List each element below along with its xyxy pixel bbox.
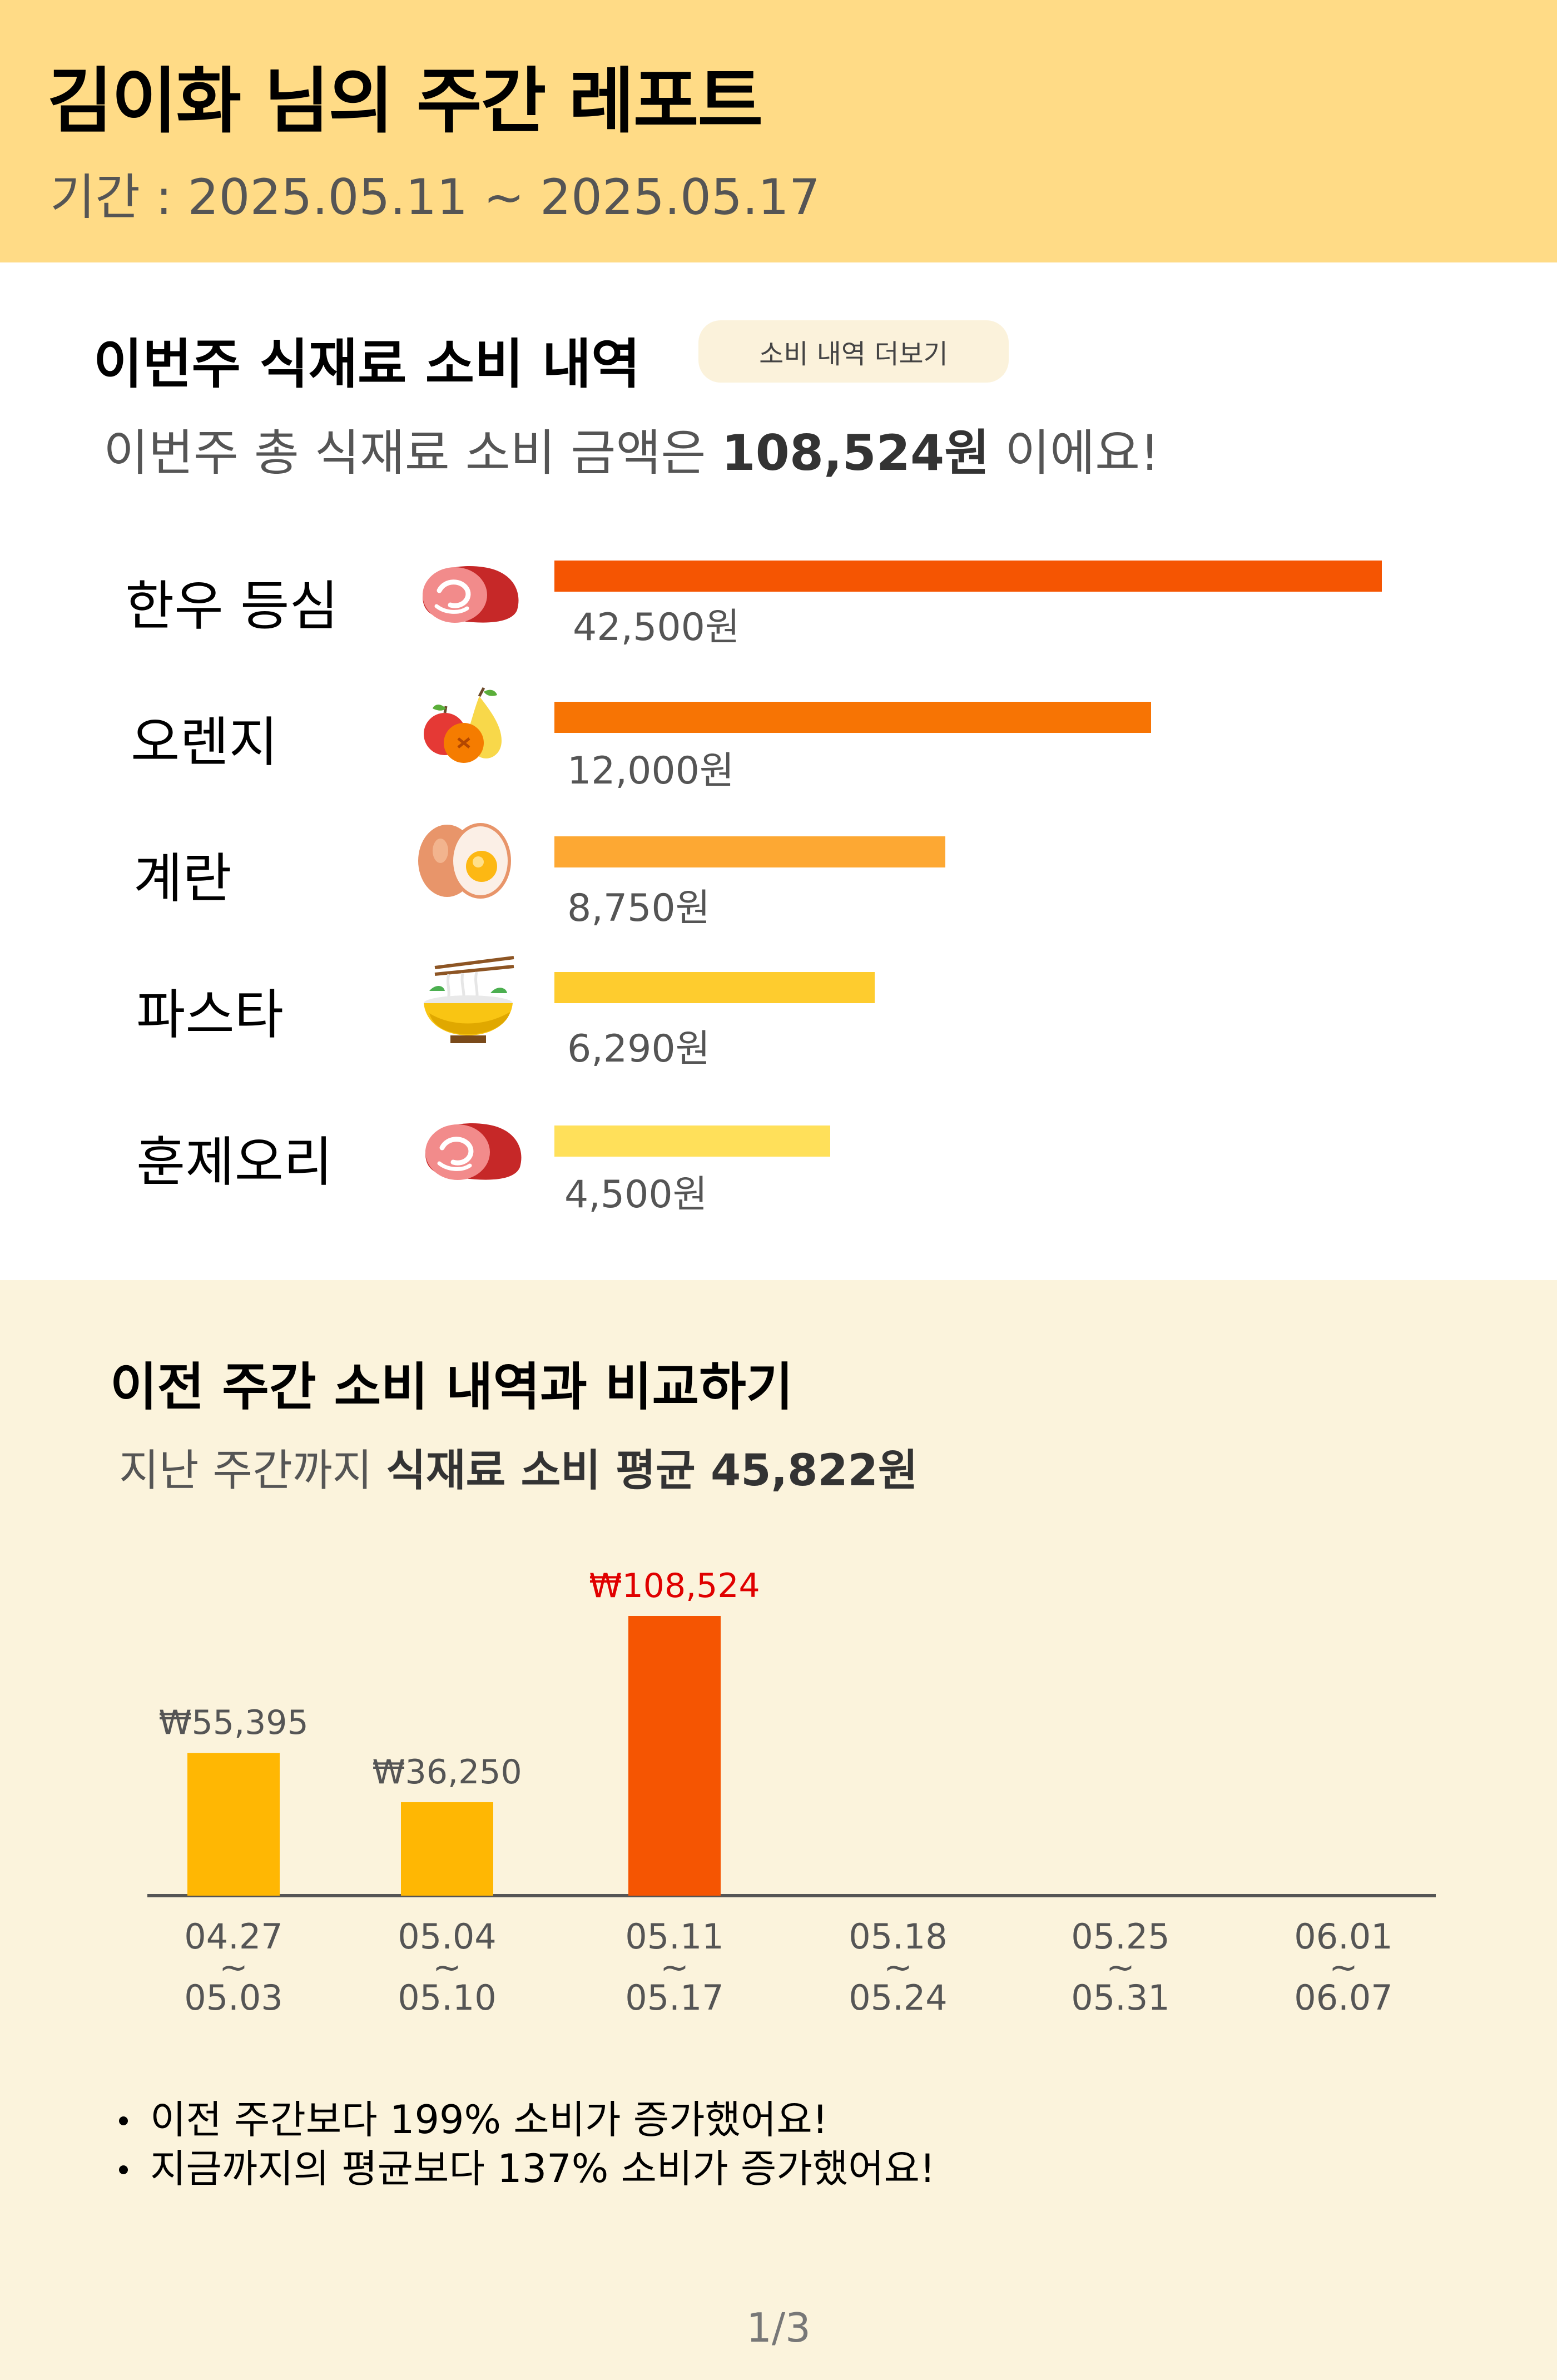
- chart-bar: [401, 1802, 493, 1896]
- week-end: 05.24: [849, 1977, 948, 2018]
- week-label: 04.27 ~05.03: [150, 1920, 317, 2015]
- item-bar: [554, 1125, 830, 1157]
- weekly-consumption-section: 이번주 식재료 소비 내역 소비 내역 더보기 이번주 총 식재료 소비 금액은…: [0, 262, 1557, 1280]
- summary-amount: 108,524원: [721, 424, 990, 482]
- week-separator: ~: [433, 1947, 462, 1987]
- week-end: 05.31: [1071, 1977, 1170, 2018]
- item-name: 오렌지: [131, 711, 278, 774]
- fruit-icon: [418, 685, 513, 771]
- item-bar: [554, 972, 875, 1003]
- item-amount: 4,500원: [564, 1173, 708, 1217]
- week-end: 05.17: [625, 1977, 724, 2018]
- item-amount: 6,290원: [567, 1027, 711, 1071]
- egg-icon: [414, 817, 514, 903]
- bullet-item: 이전 주간보다 199% 소비가 증가했어요!: [119, 2095, 935, 2144]
- bar-value-label: ₩108,524: [589, 1566, 760, 1605]
- week-label: 05.11 ~05.17: [591, 1920, 758, 2015]
- average-amount: 식재료 소비 평균 45,822원: [386, 1446, 918, 1496]
- week-start: 05.18: [849, 1916, 948, 1957]
- item-name: 계란: [133, 847, 232, 910]
- week-label: 06.01 ~06.07: [1260, 1920, 1427, 2015]
- week-end: 05.03: [184, 1977, 283, 2018]
- summary-suffix: 이에요!: [989, 424, 1160, 482]
- week-start: 05.11: [625, 1916, 724, 1957]
- chart-bar: [187, 1753, 280, 1896]
- noodle-bowl-icon: [418, 952, 518, 1049]
- meat-icon: [411, 557, 523, 632]
- week-separator: ~: [1106, 1947, 1135, 1987]
- week-label: 05.25 ~05.31: [1037, 1920, 1204, 2015]
- item-bar: [554, 561, 1382, 592]
- comparison-bullets: 이전 주간보다 199% 소비가 증가했어요! 지금까지의 평균보다 137% …: [119, 2095, 935, 2193]
- meat-icon: [414, 1114, 525, 1189]
- week-separator: ~: [660, 1947, 689, 1987]
- week-start: 04.27: [184, 1916, 283, 1957]
- item-amount: 42,500원: [573, 606, 740, 649]
- week-label: 05.04 ~05.10: [364, 1920, 530, 2015]
- section-title: 이전 주간 소비 내역과 비교하기: [110, 1357, 794, 1417]
- week-start: 05.04: [398, 1916, 497, 1957]
- item-bar: [554, 836, 945, 867]
- week-start: 05.25: [1071, 1916, 1170, 1957]
- section-title: 이번주 식재료 소비 내역: [93, 333, 641, 395]
- item-amount: 12,000원: [567, 749, 735, 793]
- item-bar: [554, 702, 1151, 733]
- report-title: 김이화 님의 주간 레포트: [47, 60, 763, 143]
- week-end: 06.07: [1294, 1977, 1393, 2018]
- week-end: 05.10: [398, 1977, 497, 2018]
- item-amount: 8,750원: [567, 886, 711, 930]
- more-consumption-button[interactable]: 소비 내역 더보기: [698, 320, 1009, 383]
- week-start: 06.01: [1294, 1916, 1393, 1957]
- report-period: 기간 : 2025.05.11 ~ 2025.05.17: [50, 168, 820, 226]
- item-name: 훈제오리: [136, 1131, 333, 1193]
- page-indicator: 1/3: [746, 2304, 811, 2351]
- weekly-bar-chart: ₩55,395 ₩36,250 ₩108,524: [147, 1566, 1436, 1897]
- comparison-section: 이전 주간 소비 내역과 비교하기 지난 주간까지 식재료 소비 평균 45,8…: [0, 1280, 1557, 2380]
- bar-value-label: ₩36,250: [372, 1753, 522, 1792]
- week-separator: ~: [219, 1947, 248, 1987]
- week-separator: ~: [884, 1947, 913, 1987]
- chart-bar: [628, 1616, 721, 1896]
- item-name: 한우 등심: [125, 575, 339, 637]
- week-separator: ~: [1329, 1947, 1358, 1987]
- week-label: 05.18 ~05.24: [815, 1920, 981, 2015]
- bullet-item: 지금까지의 평균보다 137% 소비가 증가했어요!: [119, 2144, 935, 2193]
- item-name: 파스타: [136, 984, 284, 1046]
- total-summary: 이번주 총 식재료 소비 금액은 108,524원 이에요!: [103, 414, 1159, 484]
- report-header: 김이화 님의 주간 레포트 기간 : 2025.05.11 ~ 2025.05.…: [0, 0, 1557, 262]
- average-prefix: 지난 주간까지: [119, 1446, 386, 1496]
- bar-value-label: ₩55,395: [158, 1703, 308, 1742]
- summary-prefix: 이번주 총 식재료 소비 금액은: [103, 424, 722, 482]
- average-summary: 지난 주간까지 식재료 소비 평균 45,822원: [119, 1436, 918, 1498]
